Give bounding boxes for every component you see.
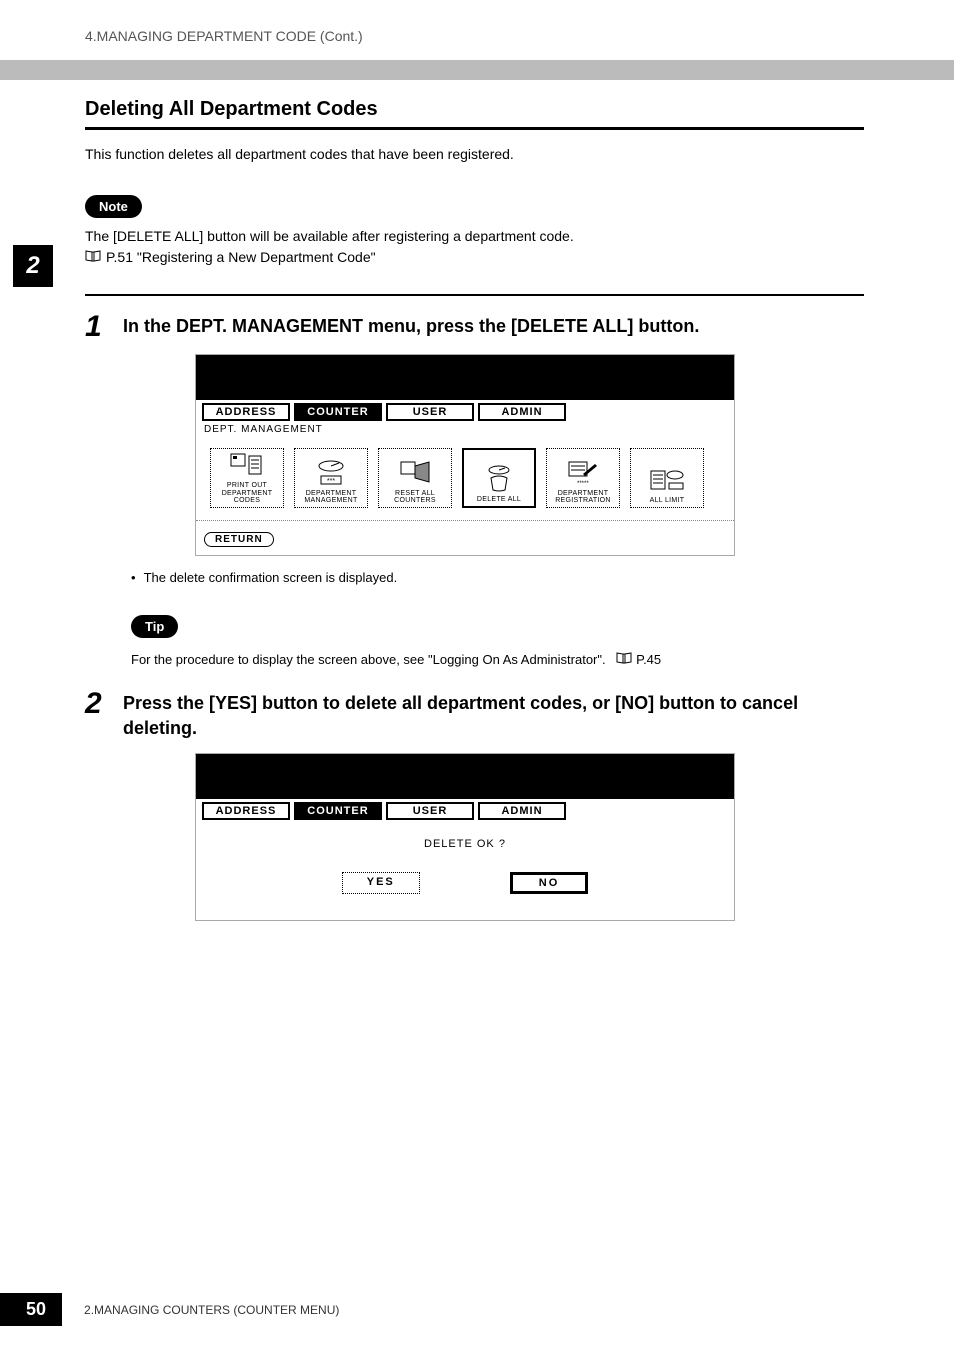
bullet-text: The delete confirmation screen is displa… bbox=[144, 570, 398, 585]
tip-text-b: P.45 bbox=[636, 652, 661, 667]
screen-header bbox=[196, 754, 734, 799]
confirm-body: DELETE OK ? YES NO bbox=[196, 820, 734, 920]
return-button[interactable]: RETURN bbox=[204, 532, 274, 547]
limit-icon bbox=[647, 465, 687, 495]
tab-admin[interactable]: ADMIN bbox=[478, 403, 566, 421]
print-icon bbox=[227, 450, 267, 480]
counter-icon: *** bbox=[311, 458, 351, 488]
note-badge: Note bbox=[85, 195, 142, 218]
print-out-button[interactable]: PRINT OUT DEPARTMENT CODES bbox=[210, 448, 284, 508]
delete-icon bbox=[479, 464, 519, 494]
step-1-text: In the DEPT. MANAGEMENT menu, press the … bbox=[123, 312, 699, 339]
reset-counters-label: RESET ALL COUNTERS bbox=[379, 490, 451, 505]
delete-all-label: DELETE ALL bbox=[477, 496, 521, 504]
tab-address[interactable]: ADDRESS bbox=[202, 403, 290, 421]
intro-text: This function deletes all department cod… bbox=[85, 144, 864, 165]
dept-mgmt-button[interactable]: *** DEPARTMENT MANAGEMENT bbox=[294, 448, 368, 508]
tab-user[interactable]: USER bbox=[386, 403, 474, 421]
icon-button-row: PRINT OUT DEPARTMENT CODES *** DEPARTMEN… bbox=[196, 438, 734, 520]
step-1-screenshot: ADDRESS COUNTER USER ADMIN DEPT. MANAGEM… bbox=[195, 354, 735, 556]
step-2: 2 Press the [YES] button to delete all d… bbox=[85, 689, 864, 741]
bullet-marker: • bbox=[131, 570, 136, 585]
page-content: Deleting All Department Codes This funct… bbox=[85, 98, 864, 921]
note-page-ref: P.51 "Registering a New Department Code" bbox=[85, 247, 376, 268]
tip-badge: Tip bbox=[131, 615, 178, 638]
tip-text: For the procedure to display the screen … bbox=[131, 652, 864, 667]
dept-reg-label: DEPARTMENT REGISTRATION bbox=[547, 490, 619, 505]
footer: 50 2.MANAGING COUNTERS (COUNTER MENU) bbox=[0, 1293, 339, 1326]
reset-icon bbox=[395, 458, 435, 488]
note-line1: The [DELETE ALL] button will be availabl… bbox=[85, 226, 864, 247]
breadcrumb: 4.MANAGING DEPARTMENT CODE (Cont.) bbox=[85, 28, 363, 44]
section-heading: Deleting All Department Codes bbox=[85, 98, 864, 121]
header-gray-strip bbox=[0, 60, 954, 80]
chapter-tab: 2 bbox=[13, 245, 53, 287]
section-rule bbox=[85, 294, 864, 296]
step-1-bullet: • The delete confirmation screen is disp… bbox=[131, 570, 864, 585]
tab-row: ADDRESS COUNTER USER ADMIN bbox=[196, 799, 734, 820]
all-limit-button[interactable]: ALL LIMIT bbox=[630, 448, 704, 508]
screen-subtitle: DEPT. MANAGEMENT bbox=[196, 421, 734, 438]
tip-text-a: For the procedure to display the screen … bbox=[131, 652, 606, 667]
tab-counter[interactable]: COUNTER bbox=[294, 403, 382, 421]
tab-address[interactable]: ADDRESS bbox=[202, 802, 290, 820]
tab-user[interactable]: USER bbox=[386, 802, 474, 820]
no-button[interactable]: NO bbox=[510, 872, 589, 894]
yes-no-row: YES NO bbox=[196, 872, 734, 894]
step-2-screenshot: ADDRESS COUNTER USER ADMIN DELETE OK ? Y… bbox=[195, 753, 735, 921]
dept-mgmt-label: DEPARTMENT MANAGEMENT bbox=[295, 490, 367, 505]
step-1: 1 In the DEPT. MANAGEMENT menu, press th… bbox=[85, 312, 864, 342]
tab-row: ADDRESS COUNTER USER ADMIN bbox=[196, 400, 734, 421]
tab-admin[interactable]: ADMIN bbox=[478, 802, 566, 820]
heading-rule bbox=[85, 127, 864, 130]
step-1-number: 1 bbox=[85, 312, 113, 342]
svg-text:***: *** bbox=[327, 478, 335, 485]
yes-button[interactable]: YES bbox=[342, 872, 420, 894]
step-2-text: Press the [YES] button to delete all dep… bbox=[123, 689, 864, 741]
delete-all-button[interactable]: DELETE ALL bbox=[462, 448, 536, 508]
footer-text: 2.MANAGING COUNTERS (COUNTER MENU) bbox=[84, 1303, 339, 1317]
print-out-label: PRINT OUT DEPARTMENT CODES bbox=[211, 482, 283, 505]
book-icon bbox=[85, 247, 101, 268]
registration-icon: ***** bbox=[563, 458, 603, 488]
book-icon bbox=[616, 652, 636, 667]
note-ref-text: P.51 "Registering a New Department Code" bbox=[106, 247, 376, 268]
dept-reg-button[interactable]: ***** DEPARTMENT REGISTRATION bbox=[546, 448, 620, 508]
tab-counter[interactable]: COUNTER bbox=[294, 802, 382, 820]
step-2-number: 2 bbox=[85, 689, 113, 719]
reset-counters-button[interactable]: RESET ALL COUNTERS bbox=[378, 448, 452, 508]
confirm-prompt: DELETE OK ? bbox=[196, 838, 734, 850]
screen-header bbox=[196, 355, 734, 400]
svg-text:*****: ***** bbox=[577, 481, 589, 487]
page-number: 50 bbox=[0, 1293, 62, 1326]
return-row: RETURN bbox=[196, 520, 734, 555]
header-bar: 4.MANAGING DEPARTMENT CODE (Cont.) bbox=[0, 0, 954, 60]
all-limit-label: ALL LIMIT bbox=[650, 497, 685, 505]
